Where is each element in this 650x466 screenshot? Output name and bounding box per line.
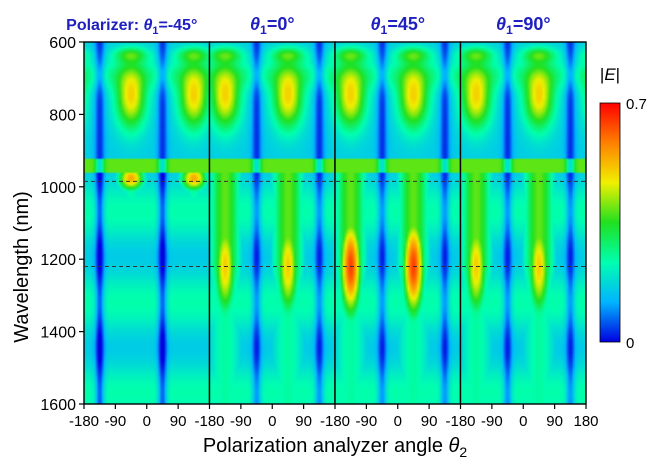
panel-title-2: θ1=45°	[370, 14, 425, 37]
x-tick-label: 0	[268, 413, 276, 430]
colorbar: |E| 0.7 0	[599, 65, 647, 352]
x-tick-label: 90	[295, 413, 312, 430]
heatmap-panel-3	[460, 42, 586, 404]
x-tick-label: -180	[320, 413, 350, 430]
x-tick-label: -90	[481, 413, 503, 430]
colorbar-scale	[599, 102, 621, 343]
y-tick-label: 1600	[40, 397, 76, 414]
x-tick-label: 90	[421, 413, 438, 430]
colorbar-max-label: 0.7	[626, 96, 647, 113]
x-tick-label: -180	[69, 413, 99, 430]
panel-title-3: θ1=90°	[496, 14, 551, 37]
panel-title-1: θ1=0°	[250, 14, 295, 37]
x-tick-label: -90	[105, 413, 127, 430]
y-tick-label: 1000	[40, 180, 76, 197]
y-tick-label: 800	[49, 107, 76, 124]
colorbar-label: |E|	[600, 65, 620, 84]
x-tick-label: 90	[546, 413, 563, 430]
x-tick-label: -180	[194, 413, 224, 430]
x-tick-label: -90	[230, 413, 252, 430]
x-tick-label: 0	[519, 413, 527, 430]
heatmap-panels	[83, 41, 587, 405]
x-axis-label: Polarization analyzer angle θ2	[203, 435, 468, 460]
y-tick-label: 1400	[40, 325, 76, 342]
x-tick-label: -180	[445, 413, 475, 430]
x-axis: -180 -90 0 90 -180 -90 0 90 -180 -90 0 90 -180 -90 0 90…	[69, 404, 599, 460]
heatmap-panel-1	[209, 42, 335, 404]
y-axis-label: Wavelength (nm)	[11, 191, 33, 343]
x-tick-label: 90	[170, 413, 187, 430]
colorbar-min-label: 0	[626, 335, 634, 352]
heatmap-panel-2	[335, 42, 461, 404]
x-tick-label: 180	[573, 413, 598, 430]
panel-title-0: Polarizer: θ1=-45°	[66, 17, 197, 37]
heatmap-panel-0	[84, 42, 210, 404]
x-tick-label: 0	[143, 413, 151, 430]
y-tick-label: 600	[49, 35, 76, 52]
y-tick-label: 1200	[40, 252, 76, 269]
panel-titles: Polarizer: θ1=-45° θ1=0° θ1=45° θ1=90°	[66, 14, 550, 37]
y-axis: Wavelength (nm) 600 800 1000 1200 1400 1600	[11, 35, 84, 414]
x-tick-label: 0	[394, 413, 402, 430]
x-tick-label: -90	[356, 413, 378, 430]
